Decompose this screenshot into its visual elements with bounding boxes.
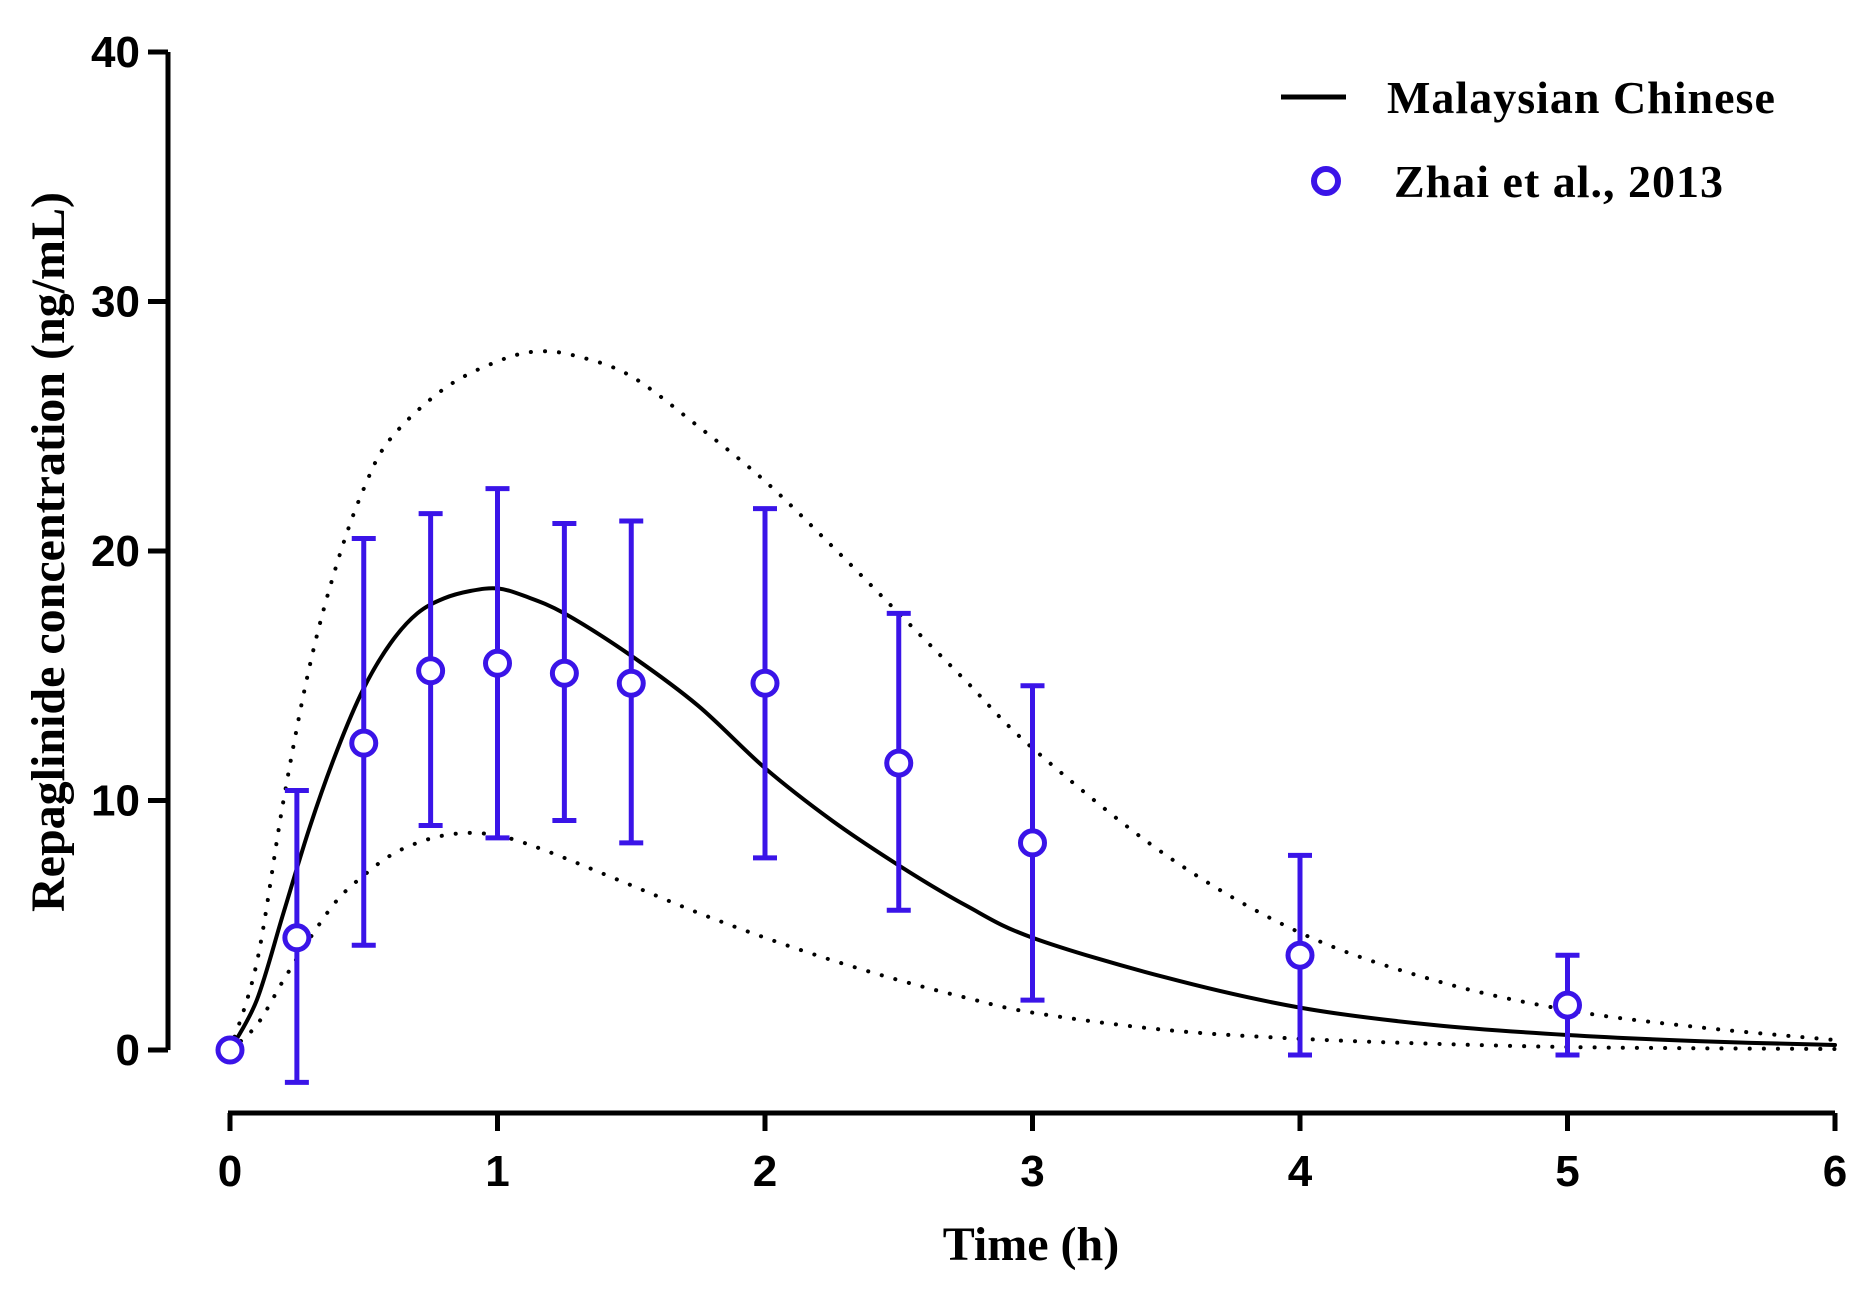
x-tick-label: 1 xyxy=(485,1147,509,1196)
series-line-malaysian-chinese xyxy=(228,586,1837,1052)
data-point xyxy=(349,728,379,758)
legend-circle-marker xyxy=(1311,166,1341,196)
y-tick-label: 40 xyxy=(91,28,140,77)
x-tick-label: 2 xyxy=(753,1147,777,1196)
data-points xyxy=(215,648,1582,1065)
series-dotted-upper-bound xyxy=(228,349,1837,1052)
x-tick-label: 0 xyxy=(218,1147,242,1196)
x-tick-label: 6 xyxy=(1823,1147,1847,1196)
legend: Malaysian Chinese Zhai et al., 2013 xyxy=(1281,72,1776,207)
data-point xyxy=(616,668,646,698)
y-tick-label: 10 xyxy=(91,777,140,826)
error-bars xyxy=(284,486,1580,1085)
series-dotted-lower-bound xyxy=(228,830,1837,1052)
x-tick-label: 5 xyxy=(1555,1147,1579,1196)
x-tick-label: 4 xyxy=(1288,1147,1313,1196)
y-tick-label: 30 xyxy=(91,278,140,327)
data-point xyxy=(1553,990,1582,1020)
data-point xyxy=(884,748,914,778)
data-point xyxy=(549,658,579,688)
data-point xyxy=(1285,940,1315,970)
x-ticks: 0 1 2 3 4 5 6 xyxy=(218,1113,1847,1196)
legend-label-malaysian-chinese: Malaysian Chinese xyxy=(1387,72,1776,123)
x-tick-label: 3 xyxy=(1020,1147,1044,1196)
data-point xyxy=(483,648,512,678)
data-point xyxy=(416,656,446,686)
x-axis-title: Time (h) xyxy=(943,1218,1119,1271)
data-point xyxy=(750,668,780,698)
axes xyxy=(165,52,1835,1116)
data-point xyxy=(282,923,312,953)
y-axis-title: Repaglinide concentration (ng/mL) xyxy=(22,192,75,912)
plot-lines xyxy=(228,349,1837,1052)
data-point xyxy=(215,1035,245,1065)
legend-label-zhai: Zhai et al., 2013 xyxy=(1394,156,1724,207)
data-point xyxy=(1018,828,1047,858)
y-tick-label: 0 xyxy=(116,1026,140,1075)
y-ticks: 0 10 20 30 40 xyxy=(91,28,168,1075)
y-tick-label: 20 xyxy=(91,527,140,576)
